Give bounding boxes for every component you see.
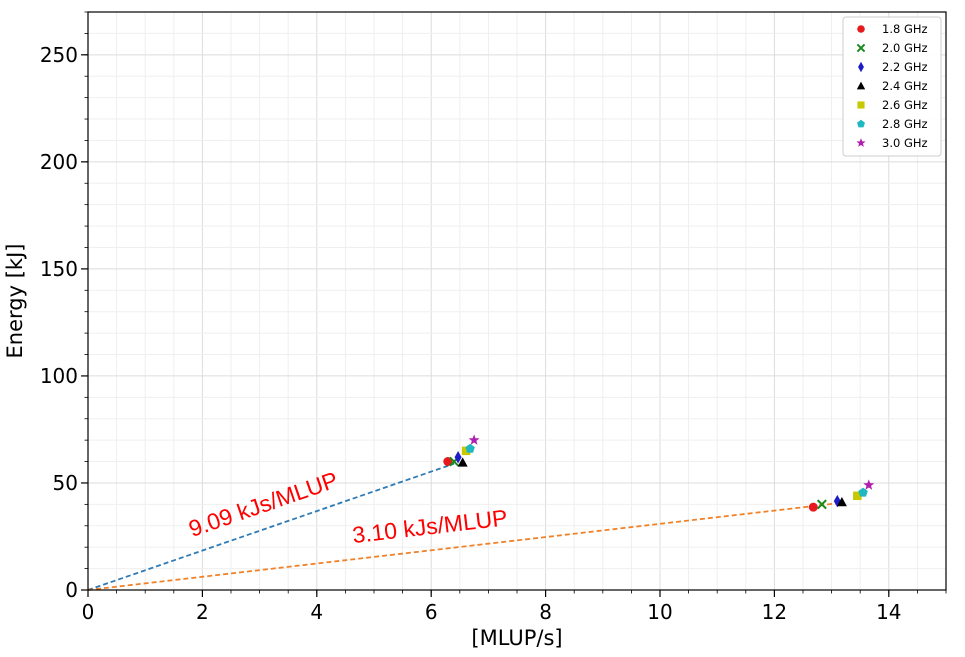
data-point [853, 491, 862, 501]
y-axis-label: Energy [kJ] [3, 244, 27, 359]
data-points [443, 434, 875, 512]
legend-entry: 2.2 GHz [882, 60, 928, 74]
x-tick-label: 6 [425, 600, 438, 624]
y-tick-label: 250 [40, 43, 78, 67]
legend-marker [856, 43, 866, 53]
x-tick-label: 0 [82, 600, 95, 624]
x-tick-label: 12 [762, 600, 787, 624]
fit-lines [87, 462, 838, 591]
data-point [858, 487, 868, 497]
legend-marker [856, 138, 866, 147]
y-tick-label: 0 [65, 578, 78, 602]
legend-marker [858, 61, 864, 73]
data-point [808, 502, 818, 512]
x-axis-label: [MLUP/s] [471, 626, 562, 650]
fit-line [87, 502, 838, 591]
x-tick-label: 2 [196, 600, 209, 624]
annotations: 9.09 kJs/MLUP 3.10 kJs/MLUP [185, 466, 509, 548]
legend-marker [857, 101, 865, 109]
legend: 1.8 GHz 2.0 GHz 2.2 GHz 2.4 GHz 2.6 GHz 2.8 G… [842, 16, 942, 157]
legend-entry: 1.8 GHz [882, 22, 928, 36]
x-tick-label: 4 [310, 600, 323, 624]
legend-marker [857, 25, 865, 33]
x-tick-label: 14 [876, 600, 901, 624]
legend-entry: 2.6 GHz [882, 98, 928, 112]
x-tick-label: 10 [647, 600, 672, 624]
legend-entry: 3.0 GHz [882, 136, 928, 150]
fit-line [87, 462, 455, 591]
legend-entry: 2.4 GHz [882, 79, 928, 93]
slope-annotation: 3.10 kJs/MLUP [351, 504, 509, 548]
data-point [863, 479, 875, 490]
data-point [443, 457, 453, 467]
plot-frame [87, 11, 947, 591]
legend-marker [857, 119, 865, 128]
y-tick-label: 50 [53, 471, 78, 495]
grid [87, 11, 947, 591]
data-point [836, 496, 847, 507]
legend-marker [856, 81, 866, 90]
legend-box [842, 16, 942, 157]
y-tick-label: 150 [40, 257, 78, 281]
data-point [468, 434, 480, 445]
y-tick-label: 200 [40, 150, 78, 174]
axis-ticks: 0 2 4 6 8 10 12 14 0 50 100 150 200 250 [40, 43, 902, 624]
legend-entry: 2.0 GHz [882, 41, 928, 55]
data-point [816, 499, 827, 510]
y-tick-label: 100 [40, 364, 78, 388]
data-point [457, 457, 468, 467]
data-point [454, 451, 462, 464]
x-tick-label: 8 [539, 600, 552, 624]
legend-entry: 2.8 GHz [882, 117, 928, 131]
data-point [461, 446, 471, 456]
data-point [465, 443, 475, 453]
